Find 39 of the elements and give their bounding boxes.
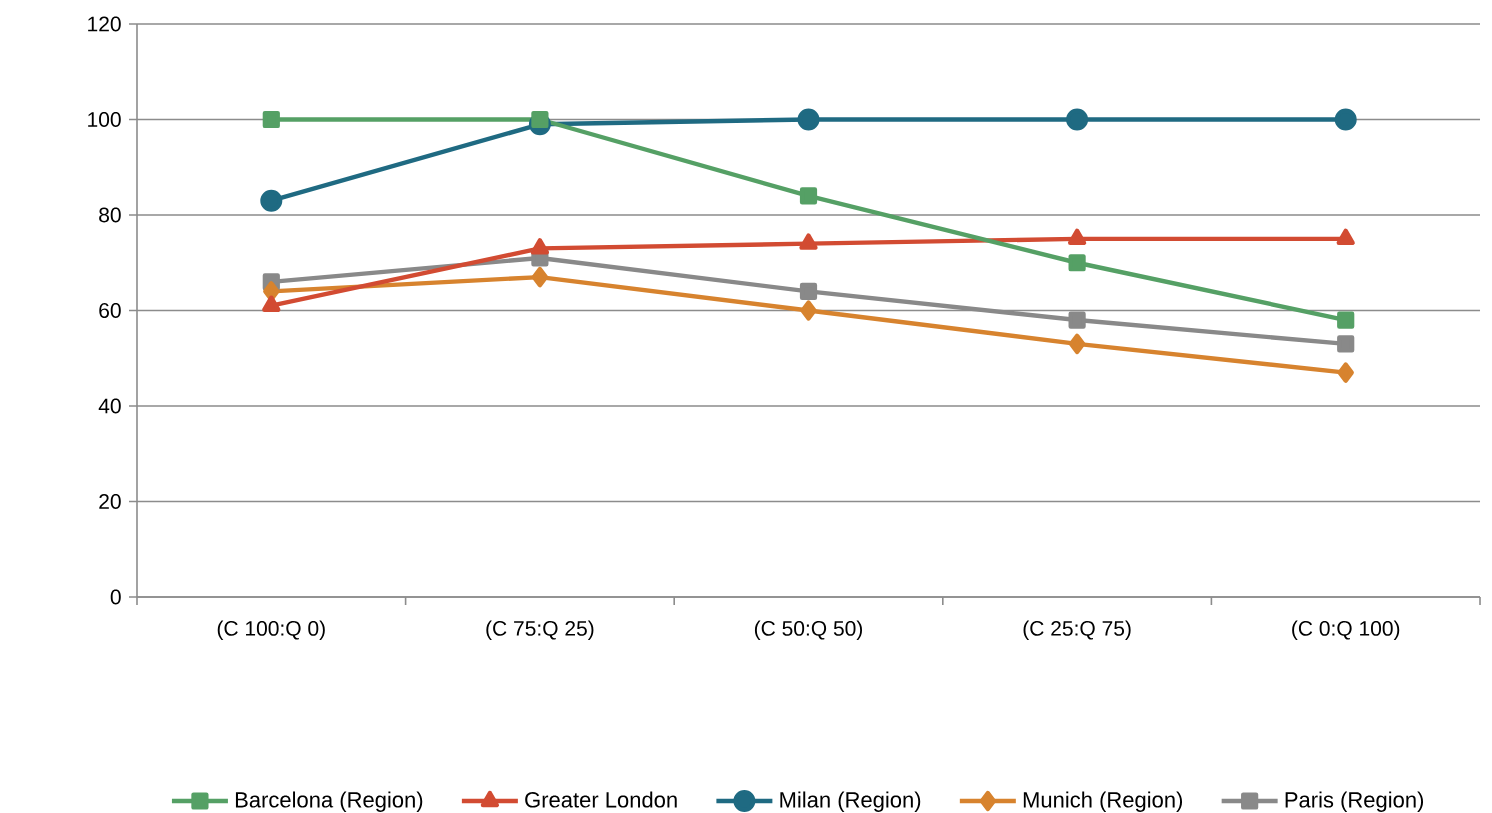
- point: [797, 108, 820, 131]
- x-tick-label: (C 75:Q 25): [486, 620, 594, 640]
- point: [1334, 108, 1357, 131]
- point: [799, 233, 818, 250]
- point: [531, 266, 549, 288]
- point: [1337, 362, 1354, 383]
- legend-label: Munich (Region): [1023, 791, 1183, 812]
- y-tick-label: 60: [99, 303, 121, 318]
- point: [1337, 311, 1355, 329]
- point: [1068, 333, 1086, 355]
- y-tick-label: 40: [98, 398, 121, 414]
- x-tick-label: (C 100:Q 0): [217, 620, 325, 640]
- x-tick-label: (C 0:Q 100): [1292, 620, 1400, 640]
- y-tick-label: 100: [88, 112, 121, 127]
- point: [799, 187, 818, 205]
- point: [1336, 228, 1355, 246]
- point: [530, 238, 550, 255]
- point: [1337, 335, 1355, 353]
- point: [260, 189, 283, 212]
- x-tick-label: (C 50:Q 50): [754, 620, 863, 640]
- legend-label: Greater London: [525, 791, 677, 808]
- y-tick-label: 120: [88, 16, 121, 32]
- y-tick-label: 20: [99, 494, 121, 509]
- point: [531, 110, 549, 129]
- legend-label: Barcelona (Region): [235, 791, 423, 812]
- point: [263, 281, 280, 302]
- y-tick-label: 80: [99, 207, 121, 223]
- point: [800, 300, 817, 321]
- point: [1067, 228, 1087, 246]
- x-tick-label: (C 25:Q 75): [1023, 620, 1131, 640]
- point: [1068, 254, 1086, 272]
- legend-label: Paris (Region): [1285, 791, 1424, 812]
- point: [262, 110, 280, 129]
- point: [1068, 311, 1086, 329]
- legend-label: Milan (Region): [780, 791, 921, 812]
- point: [1066, 108, 1089, 131]
- point: [799, 282, 818, 300]
- y-tick-label: 0: [110, 589, 121, 605]
- point: [262, 295, 281, 312]
